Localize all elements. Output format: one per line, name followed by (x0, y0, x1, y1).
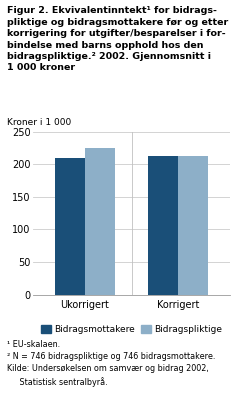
Bar (85, 148, 115, 295)
Bar (178, 156, 208, 295)
Text: ¹ EU-skalaen.
² N = 746 bidragspliktige og 746 bidragsmottakere.
Kilde: Undersøk: ¹ EU-skalaen. ² N = 746 bidragspliktige … (7, 340, 215, 386)
Text: Kroner i 1 000: Kroner i 1 000 (7, 118, 71, 127)
Legend: Bidragsmottakere, Bidragspliktige: Bidragsmottakere, Bidragspliktige (41, 325, 222, 334)
Bar (148, 156, 178, 295)
Text: Figur 2. Ekvivalentinntekt¹ for bidrags-
pliktige og bidragsmottakere før og ett: Figur 2. Ekvivalentinntekt¹ for bidrags-… (7, 6, 228, 73)
Bar (55, 158, 85, 295)
